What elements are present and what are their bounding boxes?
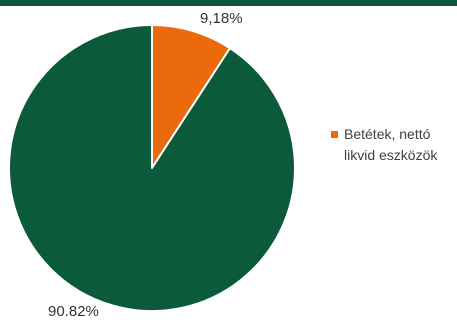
data-label-other: 90.82%: [48, 303, 99, 320]
legend-label-line2: likvid eszközök: [344, 147, 438, 163]
data-label-deposits: 9,18%: [200, 10, 243, 27]
legend-label-line1: Betétek, nettó: [344, 126, 431, 142]
pie-slice-1: [8, 24, 296, 312]
legend-swatch-deposits: [331, 131, 338, 138]
pie-slice-0: [151, 24, 231, 169]
header-band: [0, 0, 457, 6]
legend-entry-deposits: Betétek, nettó likvid eszközök: [331, 124, 455, 166]
legend: Betétek, nettó likvid eszközök: [331, 124, 455, 166]
